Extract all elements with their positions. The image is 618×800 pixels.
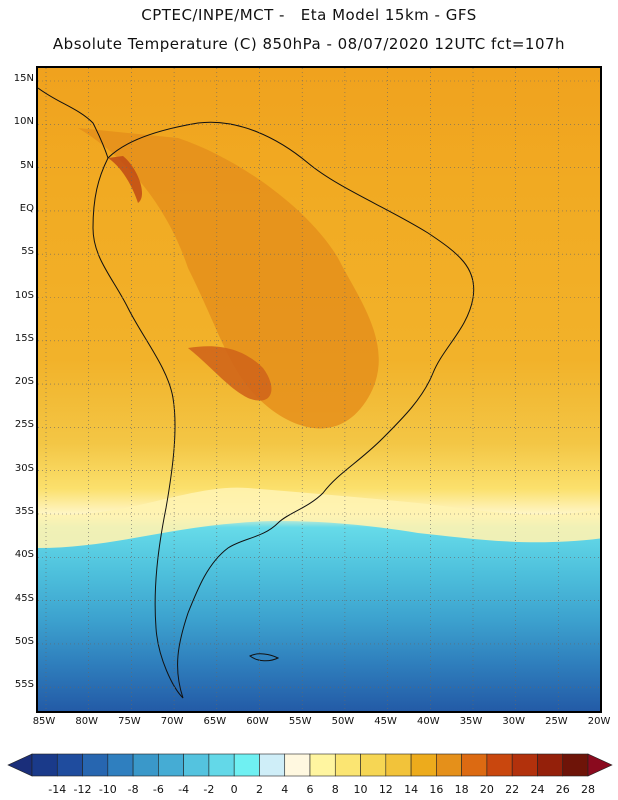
- colorbar-swatch: [259, 753, 286, 777]
- colorbar-tick-label: 10: [353, 783, 368, 796]
- colorbar-swatch: [562, 753, 589, 777]
- colorbar-tick-label: 24: [530, 783, 545, 796]
- colorbar-swatch: [208, 753, 235, 777]
- map-canvas: [38, 68, 600, 711]
- colorbar-under-arrow: [7, 753, 33, 777]
- lon-label: 40W: [416, 716, 440, 727]
- lat-label: 20S: [14, 376, 34, 388]
- colorbar-tick-label: 8: [331, 783, 339, 796]
- lon-label: 35W: [459, 716, 483, 727]
- lon-label: 55W: [288, 716, 312, 727]
- lon-label: 20W: [587, 716, 611, 727]
- colorbar-tick-label: 14: [404, 783, 419, 796]
- colorbar-swatch: [233, 753, 260, 777]
- colorbar-swatch: [31, 753, 58, 777]
- colorbar-tick-label: 2: [255, 783, 263, 796]
- lat-label: 5N: [20, 159, 34, 171]
- lat-label: 10S: [14, 289, 34, 301]
- colorbar-tick-label: -14: [48, 783, 67, 796]
- lon-label: 75W: [118, 716, 141, 727]
- falklands-outline: [249, 653, 280, 662]
- lon-label: 70W: [160, 716, 184, 727]
- lat-label: 10N: [13, 116, 34, 128]
- chart-title-line-1: CPTEC/INPE/MCT - Eta Model 15km - GFS: [141, 6, 477, 24]
- central-america-coastline: [38, 87, 109, 159]
- colorbar-swatch: [284, 753, 311, 777]
- colorbar: [7, 753, 613, 777]
- colorbar-swatch: [132, 753, 159, 777]
- lat-label: 15S: [14, 332, 34, 344]
- warm-region: [78, 128, 379, 429]
- colorbar-tick-label: 6: [306, 783, 314, 796]
- colorbar-swatch: [360, 753, 387, 777]
- lat-label: EQ: [19, 202, 34, 214]
- colorbar-swatch: [56, 753, 83, 777]
- colorbar-swatch: [511, 753, 538, 777]
- colorbar-swatch: [107, 753, 134, 777]
- colorbar-swatch: [385, 753, 412, 777]
- colorbar-tick-label: -12: [73, 783, 92, 796]
- colorbar-tick-label: -2: [203, 783, 215, 796]
- lat-label: 55S: [14, 679, 34, 691]
- lon-label: 65W: [203, 716, 227, 727]
- cold-front-band: [38, 487, 600, 548]
- lat-label: 30S: [14, 462, 34, 474]
- colorbar-tick-label: 26: [555, 783, 570, 796]
- lon-label: 45W: [374, 716, 397, 727]
- lat-label: 5S: [21, 246, 34, 258]
- lon-label: 25W: [545, 716, 568, 727]
- chart-title-line-2: Absolute Temperature (C) 850hPa - 08/07/…: [52, 35, 566, 53]
- colorbar-swatch: [436, 753, 462, 777]
- colorbar-swatch: [309, 753, 336, 777]
- colorbar-tick-label: 20: [479, 783, 494, 796]
- hot-region-chaco: [188, 346, 272, 401]
- colorbar-swatch: [82, 753, 109, 777]
- colorbar-tick-label: 16: [429, 783, 444, 796]
- lon-label: 50W: [331, 716, 355, 727]
- colorbar-tick-label: -8: [127, 783, 139, 796]
- lat-label: 35S: [14, 506, 34, 517]
- temperature-map: [36, 66, 602, 713]
- colorbar-tick-label: 0: [230, 783, 238, 796]
- colorbar-swatch: [486, 753, 513, 777]
- lat-label: 15N: [13, 73, 34, 84]
- colorbar-tick-label: 12: [378, 783, 393, 796]
- colorbar-swatch: [537, 753, 564, 777]
- hot-region-andes-north: [108, 156, 143, 203]
- lon-label: 60W: [246, 716, 269, 727]
- south-america-coastline: [92, 121, 475, 699]
- lon-label: 85W: [32, 716, 56, 727]
- lat-label: 25S: [14, 419, 34, 431]
- colorbar-swatch: [158, 753, 184, 777]
- colorbar-tick-label: 4: [281, 783, 289, 796]
- lat-label: 40S: [14, 549, 34, 561]
- colorbar-tick-label: 28: [581, 783, 595, 796]
- lat-label: 50S: [14, 635, 34, 647]
- colorbar-swatch: [410, 753, 437, 777]
- colorbar-swatch: [461, 753, 488, 777]
- lon-label: 80W: [75, 716, 98, 727]
- colorbar-swatch: [334, 753, 361, 777]
- colorbar-tick-label: -10: [98, 783, 117, 796]
- colorbar-swatch: [183, 753, 210, 777]
- colorbar-tick-label: 22: [505, 783, 520, 796]
- colorbar-tick-label: -6: [152, 783, 164, 796]
- lon-label: 30W: [502, 716, 525, 727]
- colorbar-over-arrow: [587, 753, 613, 777]
- lat-label: 45S: [14, 592, 34, 604]
- colorbar-tick-label: 18: [454, 783, 469, 796]
- colorbar-tick-label: -4: [178, 783, 190, 796]
